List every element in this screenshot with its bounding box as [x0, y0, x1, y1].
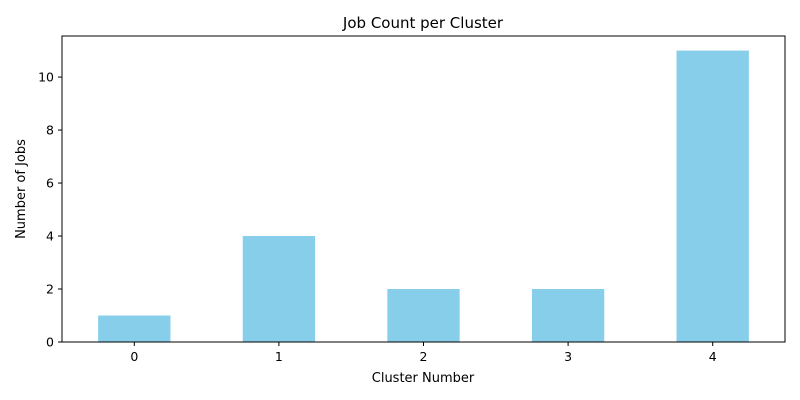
x-axis-label: Cluster Number [372, 371, 475, 386]
bars-group [98, 50, 749, 342]
y-tick-label: 8 [46, 123, 54, 138]
bar-cluster-1 [242, 236, 316, 342]
x-tick-label: 3 [564, 349, 572, 364]
bar-cluster-2 [387, 289, 460, 342]
y-tick-label: 0 [46, 335, 54, 350]
bar-cluster-0 [98, 315, 171, 342]
y-axis-ticks: 0 2 4 6 8 10 [38, 70, 62, 350]
bar-cluster-3 [531, 289, 605, 342]
y-axis-label: Number of Jobs [14, 139, 29, 239]
y-tick-label: 4 [46, 229, 54, 244]
y-tick-label: 10 [38, 70, 54, 85]
bar-cluster-4 [676, 50, 749, 342]
x-tick-label: 2 [420, 349, 428, 364]
x-axis-ticks: 0 1 2 3 4 [130, 342, 717, 364]
x-tick-label: 0 [130, 349, 138, 364]
y-tick-label: 2 [46, 282, 54, 297]
chart-title: Job Count per Cluster [342, 14, 504, 32]
y-tick-label: 6 [46, 176, 54, 191]
plot-frame [61, 35, 786, 343]
x-tick-label: 1 [275, 349, 283, 364]
x-tick-label: 4 [709, 349, 717, 364]
